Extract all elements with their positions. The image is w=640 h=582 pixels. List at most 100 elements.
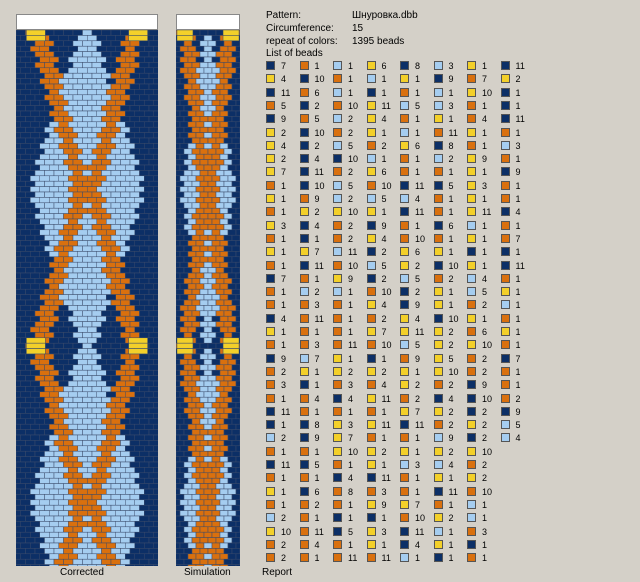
color-swatch [433, 247, 443, 257]
pattern-bead [183, 170, 193, 177]
pattern-bead [110, 94, 121, 101]
pattern-bead [53, 40, 64, 47]
pattern-bead [63, 94, 74, 101]
pattern-bead [153, 240, 158, 247]
color-swatch [266, 287, 275, 297]
pattern-bead [176, 504, 185, 511]
pattern-bead [87, 143, 97, 150]
pattern-bead [96, 315, 107, 322]
pattern-bead [148, 180, 158, 187]
pattern-bead [49, 434, 59, 441]
pattern-bead [72, 30, 83, 36]
corrected-pattern-panel[interactable] [16, 14, 158, 566]
pattern-bead [110, 245, 121, 252]
pattern-bead [25, 461, 36, 468]
color-swatch [333, 287, 342, 297]
tab-corrected[interactable]: Corrected [60, 567, 104, 578]
pattern-bead [199, 515, 209, 522]
pattern-bead [68, 132, 78, 139]
pattern-bead [82, 191, 93, 198]
pattern-bead [53, 180, 64, 187]
bead-count: 1 [515, 300, 521, 311]
bead-count: 7 [314, 247, 320, 258]
pattern-bead [110, 472, 121, 479]
pattern-bead [144, 283, 154, 290]
pattern-bead [183, 440, 193, 447]
tab-simulation[interactable]: Simulation [184, 567, 231, 578]
bead-list-entry: 2 [366, 140, 401, 152]
pattern-bead [153, 499, 158, 506]
pattern-bead [34, 126, 45, 133]
pattern-bead [144, 153, 154, 160]
pattern-bead [16, 553, 21, 560]
bead-count: 1 [415, 486, 421, 497]
pattern-bead [63, 461, 74, 468]
pattern-bead [235, 391, 240, 398]
pattern-bead [227, 402, 237, 409]
pattern-bead [49, 229, 59, 236]
pattern-bead [30, 542, 40, 549]
color-swatch [400, 207, 409, 217]
pattern-bead [96, 78, 107, 85]
pattern-bead [87, 207, 97, 214]
pattern-bead [211, 510, 221, 517]
simulation-canvas[interactable] [176, 30, 240, 566]
pattern-bead [39, 531, 50, 538]
pattern-bead [16, 510, 21, 517]
color-swatch [333, 180, 342, 190]
pattern-value: Шнуровка.dbb [352, 10, 418, 21]
pattern-bead [25, 159, 36, 166]
pattern-bead [129, 483, 140, 490]
pattern-bead [110, 429, 121, 436]
pattern-bead [231, 40, 240, 47]
color-swatch [433, 233, 443, 243]
pattern-bead [106, 35, 116, 42]
pattern-bead [211, 456, 221, 463]
pattern-bead [231, 51, 240, 58]
pattern-bead [211, 175, 221, 182]
pattern-bead [203, 240, 213, 247]
bead-list-entry: 1 [266, 180, 300, 192]
pattern-bead [106, 89, 116, 96]
pattern-bead [101, 407, 112, 414]
pattern-bead [44, 148, 55, 155]
pattern-bead [153, 89, 158, 96]
pattern-bead [129, 51, 140, 58]
color-swatch [333, 420, 342, 430]
pattern-bead [203, 326, 213, 333]
bead-count: 4 [515, 207, 521, 218]
pattern-bead [68, 164, 78, 171]
pattern-bead [199, 105, 209, 112]
bead-list-entry: 1 [266, 299, 300, 311]
pattern-bead [68, 78, 78, 85]
bead-list-entry: 11 [266, 406, 300, 418]
pattern-bead [16, 116, 26, 123]
pattern-bead [195, 521, 205, 528]
color-swatch [299, 499, 309, 509]
pattern-bead [153, 143, 158, 150]
bead-count: 10 [448, 260, 459, 271]
pattern-bead [44, 51, 55, 58]
pattern-bead [20, 99, 31, 106]
pattern-bead [16, 337, 21, 344]
corrected-pattern-canvas[interactable] [16, 30, 158, 566]
bead-list-row: 11 5 1 1 3 4 2 [266, 459, 638, 471]
color-swatch [266, 247, 275, 257]
bead-list-entry: 11 [333, 339, 367, 351]
pattern-bead [134, 261, 145, 268]
pattern-bead [16, 94, 26, 101]
pattern-bead [106, 315, 116, 322]
bead-list-entry: 11 [299, 166, 334, 178]
pattern-bead [91, 450, 102, 457]
pattern-bead [63, 429, 74, 436]
pattern-bead [110, 440, 121, 447]
pattern-bead [68, 380, 78, 387]
simulation-panel[interactable] [176, 14, 240, 566]
tab-report[interactable]: Report [262, 567, 293, 578]
color-swatch [433, 167, 443, 177]
pattern-bead [63, 116, 74, 123]
pattern-bead [82, 515, 93, 522]
bead-count: 1 [314, 327, 320, 337]
bead-count: 5 [381, 194, 387, 204]
yellow-knot-bead [128, 342, 148, 349]
